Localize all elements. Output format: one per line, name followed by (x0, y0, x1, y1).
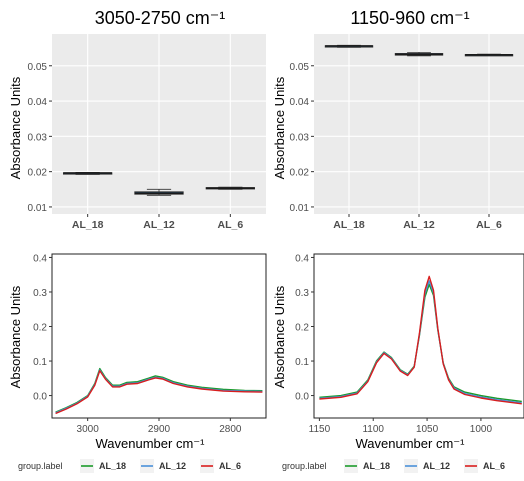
y-tick-label: 0.03 (28, 132, 48, 143)
legend-title: group.label (282, 461, 327, 471)
y-tick-label: 0.1 (295, 357, 309, 368)
x-tick-label: 2900 (148, 424, 171, 435)
y-tick-label: 0.02 (28, 168, 48, 179)
panel-title: 1150-960 cm⁻¹ (350, 8, 469, 28)
y-tick-label: 0.01 (28, 203, 48, 214)
x-tick-label: AL_18 (72, 219, 104, 231)
panel-border (51, 253, 267, 419)
y-tick-label: 0.3 (33, 288, 47, 299)
spectrum-panel-fingerprint: Absorbance Units Wavenumber cm⁻¹ 0.00.10… (272, 253, 524, 451)
y-tick-label: 0.04 (28, 97, 48, 108)
panel-title: 3050-2750 cm⁻¹ (95, 8, 226, 28)
axis-ticks: 0.0 0.1 0.2 0.3 0.4 1150 1100 1050 1000 (295, 253, 492, 435)
grid (313, 253, 524, 419)
legend-label: AL_6 (483, 461, 505, 471)
x-tick-label: 1150 (309, 424, 331, 435)
y-axis-label: Absorbance Units (272, 76, 287, 179)
series-line-AL_18 (319, 283, 522, 403)
axis-ticks: 0.01 0.02 0.03 0.04 0.05 AL_18 AL_12 AL_6 (290, 62, 502, 231)
x-tick-label: AL_6 (217, 219, 243, 231)
y-tick-label: 0.2 (295, 323, 309, 334)
y-tick-label: 0.05 (28, 62, 48, 73)
boxplot-panel-fingerprint: 1150-960 cm⁻¹ Absorbance Units 0.010.020… (272, 8, 524, 231)
axis-ticks: 0.0 0.1 0.2 0.3 0.4 3000 2900 2800 (33, 253, 242, 435)
x-tick-label: 1050 (416, 424, 439, 435)
y-tick-label: 0.0 (33, 392, 47, 403)
grid (314, 34, 524, 214)
y-tick-label: 0.04 (290, 97, 310, 108)
grid (52, 34, 266, 214)
axis-ticks: 0.01 0.02 0.03 0.04 0.05 AL_18 AL_12 AL_6 (28, 62, 244, 231)
panel-border (313, 253, 524, 419)
y-tick-label: 0.1 (33, 357, 47, 368)
legend-label: AL_12 (423, 461, 450, 471)
legend-label: AL_12 (159, 461, 186, 471)
y-tick-label: 0.4 (33, 253, 47, 264)
y-tick-label: 0.03 (290, 132, 310, 143)
spectrum-lines (55, 367, 263, 415)
x-tick-label: AL_12 (143, 219, 175, 231)
legend: group.label AL_18 AL_12 AL_6 (282, 459, 505, 473)
grid (51, 253, 267, 419)
plot-area (52, 254, 266, 418)
series-line-AL_6 (55, 370, 263, 415)
legend: group.label AL_18 AL_12 AL_6 (18, 459, 241, 473)
y-tick-label: 0.01 (290, 203, 310, 214)
boxplot-panel-ch-stretch: 3050-2750 cm⁻¹ Absorbance Units 0.01 0.02… (8, 8, 266, 231)
legend-title: group.label (18, 461, 63, 471)
x-tick-label: 1100 (362, 424, 384, 435)
spectrum-lines (319, 275, 522, 405)
legend-label: AL_18 (99, 461, 126, 471)
y-tick-label: 0.3 (295, 288, 309, 299)
y-tick-label: 0.2 (33, 323, 47, 334)
series-line-AL_12 (319, 280, 522, 404)
x-tick-label: 2800 (219, 424, 242, 435)
boxes (324, 44, 514, 57)
x-axis-label: Wavenumber cm⁻¹ (96, 436, 206, 451)
spectrum-panel-ch-stretch: Absorbance Units Wavenumber cm⁻¹ 0.00.10… (8, 253, 267, 451)
legend-label: AL_18 (363, 461, 390, 471)
y-axis-label: Absorbance Units (8, 285, 23, 388)
x-tick-label: AL_6 (476, 219, 502, 231)
y-tick-label: 0.05 (290, 62, 310, 73)
y-tick-label: 0.0 (295, 392, 309, 403)
series-line-AL_6 (319, 275, 522, 405)
x-axis-label: Wavenumber cm⁻¹ (356, 436, 466, 451)
y-axis-label: Absorbance Units (8, 76, 23, 179)
x-tick-label: AL_12 (403, 219, 435, 231)
boxes (63, 171, 255, 196)
y-axis-label: Absorbance Units (272, 285, 287, 388)
y-tick-label: 0.4 (295, 253, 309, 264)
x-tick-label: 3000 (77, 424, 100, 435)
x-tick-label: 1000 (470, 424, 493, 435)
x-tick-label: AL_18 (333, 219, 365, 231)
legend-label: AL_6 (219, 461, 241, 471)
y-tick-label: 0.02 (290, 168, 310, 179)
